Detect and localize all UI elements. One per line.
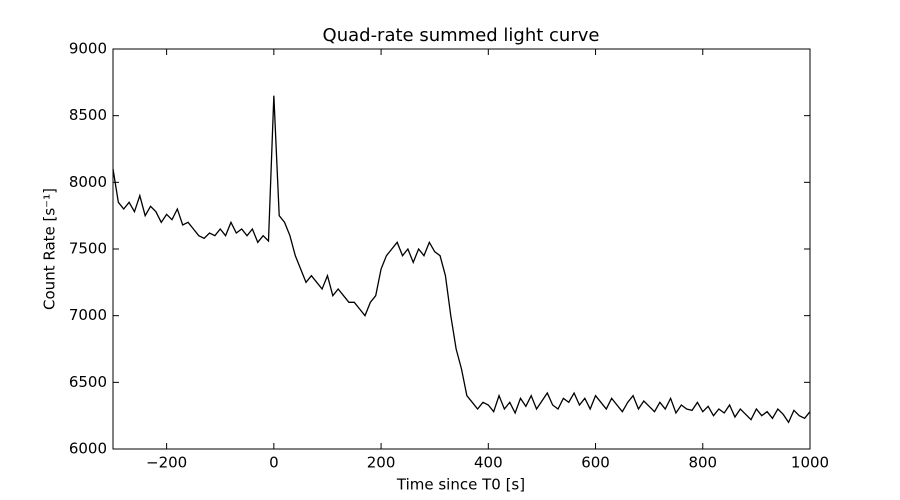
x-tick-label: 200 [367, 454, 396, 472]
x-tick-label: 600 [581, 454, 610, 472]
x-axis-label: Time since T0 [s] [396, 476, 525, 494]
x-tick-label: 1000 [791, 454, 829, 472]
y-axis-label: Count Rate [s⁻¹] [41, 188, 59, 310]
data-line [112, 95, 811, 424]
y-tick-label: 6500 [69, 373, 107, 391]
chart-title: Quad-rate summed light curve [323, 25, 600, 46]
x-tick-label: 800 [688, 454, 717, 472]
y-tick-label: 7500 [69, 240, 107, 258]
y-tick-label: 8000 [69, 173, 107, 191]
x-tick-label: −200 [146, 454, 187, 472]
y-tick-label: 6000 [69, 440, 107, 458]
x-tick-label: 400 [474, 454, 503, 472]
y-tick-label: 7000 [69, 306, 107, 324]
y-tick-label: 8500 [69, 106, 107, 124]
plot-frame [112, 48, 811, 450]
x-tick-label: 0 [269, 454, 279, 472]
y-tick-label: 9000 [69, 40, 107, 58]
